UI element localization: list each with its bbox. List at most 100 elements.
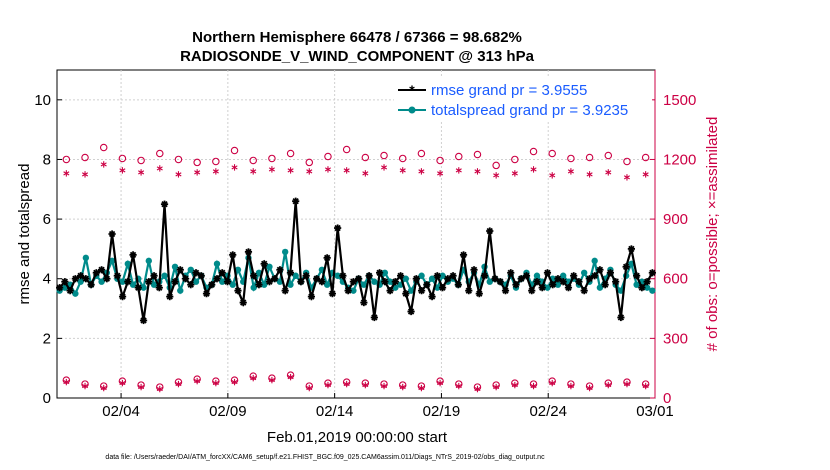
x-tick-label: 02/14 — [316, 403, 354, 420]
rmse-point — [313, 275, 321, 283]
y-tick-label-left: 4 — [43, 271, 51, 288]
rmse-point — [580, 287, 588, 295]
rmse-point — [176, 266, 184, 274]
rmse-point — [627, 245, 635, 253]
rmse-point — [643, 278, 651, 286]
y-axis-label-left: rmse and totalspread — [16, 164, 33, 305]
totalspread-point — [360, 281, 368, 288]
legend-box — [394, 78, 652, 120]
obs_assimilated-point — [250, 168, 257, 175]
rmse-point — [528, 287, 536, 295]
legend: * rmse grand pr = 3.9555 totalspread gra… — [394, 78, 652, 120]
rmse-point — [292, 197, 300, 205]
obs_low_assimilated-point — [81, 382, 89, 390]
rmse-point — [271, 275, 279, 283]
obs_assimilated-point — [362, 170, 369, 177]
obs_assimilated-point — [287, 167, 294, 174]
rmse-point — [622, 263, 630, 271]
obs_low_assimilated-point — [586, 384, 593, 392]
rmse-point — [97, 266, 106, 274]
rmse-point — [522, 272, 531, 280]
rmse-point — [202, 290, 211, 298]
y-tick-label-left: 2 — [43, 330, 51, 347]
obs_assimilated-point — [268, 166, 275, 173]
rmse-point — [633, 272, 641, 280]
totalspread-point — [560, 272, 567, 279]
obs_possible-point — [417, 149, 426, 158]
rmse-point — [145, 278, 153, 286]
obs_assimilated-point — [418, 168, 425, 175]
rmse-point — [486, 227, 494, 235]
rmse-point — [302, 272, 310, 280]
rmse-point — [391, 278, 399, 286]
obs_possible-point — [174, 155, 183, 164]
rmse-point — [559, 278, 567, 286]
totalspread-point — [192, 278, 200, 285]
rmse-point — [612, 278, 620, 286]
rmse-point — [66, 287, 74, 295]
rmse-point — [124, 278, 132, 286]
obs_possible-point — [81, 153, 89, 162]
rmse-point — [449, 272, 457, 280]
totalspread-point — [98, 278, 105, 285]
obs_assimilated-point — [100, 161, 107, 168]
rmse-point — [108, 230, 116, 238]
obs_possible-point — [604, 151, 613, 160]
obs_low_assimilated-point — [268, 376, 275, 384]
obs_possible-point — [249, 156, 257, 165]
rmse-point — [459, 251, 468, 259]
obs_possible-point — [156, 149, 164, 158]
rmse-point — [260, 260, 268, 268]
obs_assimilated-point — [156, 165, 163, 172]
obs_low_assimilated-point — [437, 379, 444, 387]
obs_possible-point — [567, 154, 575, 163]
obs_assimilated-point — [212, 168, 219, 175]
obs_possible-point — [193, 158, 201, 167]
rmse-point — [465, 287, 473, 295]
obs_assimilated-point — [455, 167, 462, 174]
rmse-point — [381, 278, 389, 286]
rmse-point — [61, 278, 69, 286]
rmse-point — [601, 281, 609, 289]
rmse-point — [334, 224, 342, 232]
rmse-point — [56, 284, 64, 292]
totalspread-point — [439, 272, 446, 279]
obs_assimilated-point — [175, 171, 182, 178]
rmse-point — [349, 278, 357, 286]
legend-rmse-label: rmse grand pr = 3.9555 — [431, 82, 587, 99]
obs_low_assimilated-point — [175, 380, 182, 388]
x-tick-label: 02/24 — [529, 403, 567, 420]
rmse-point — [265, 278, 274, 286]
obs_low_assimilated-point — [455, 382, 462, 390]
totalspread-point — [108, 257, 116, 265]
obs_assimilated-point — [231, 164, 238, 171]
y-tick-label-left: 0 — [43, 390, 51, 407]
obs_low_assimilated-point — [324, 381, 332, 389]
obs_low_assimilated-point — [530, 382, 537, 390]
rmse-point — [638, 284, 646, 292]
rmse-point — [370, 313, 378, 322]
obs_possible-point — [342, 145, 351, 154]
totalspread-point — [649, 287, 656, 294]
obs_low_assimilated-point — [287, 373, 294, 381]
obs_assimilated-point — [324, 166, 332, 173]
obs_low_assimilated-point — [156, 385, 163, 393]
rmse-point — [281, 287, 289, 295]
obs_low_assimilated-point — [418, 384, 425, 392]
totalspread-point — [554, 281, 562, 288]
obs_possible-point — [361, 153, 370, 162]
obs_possible-point — [324, 152, 332, 161]
rmse-point — [223, 278, 232, 286]
obs_possible-point — [585, 153, 594, 162]
totalspread-point — [161, 272, 168, 279]
totalspread-point — [266, 263, 273, 270]
rmse-point — [139, 316, 148, 325]
obs_assimilated-point — [138, 169, 145, 176]
obs_assimilated-point — [343, 167, 350, 174]
totalspread-point — [187, 266, 194, 273]
obs_low_assimilated-point — [474, 385, 481, 393]
rmse-point — [475, 290, 483, 298]
obs_assimilated-point — [194, 169, 201, 176]
obs_possible-point — [230, 146, 239, 155]
